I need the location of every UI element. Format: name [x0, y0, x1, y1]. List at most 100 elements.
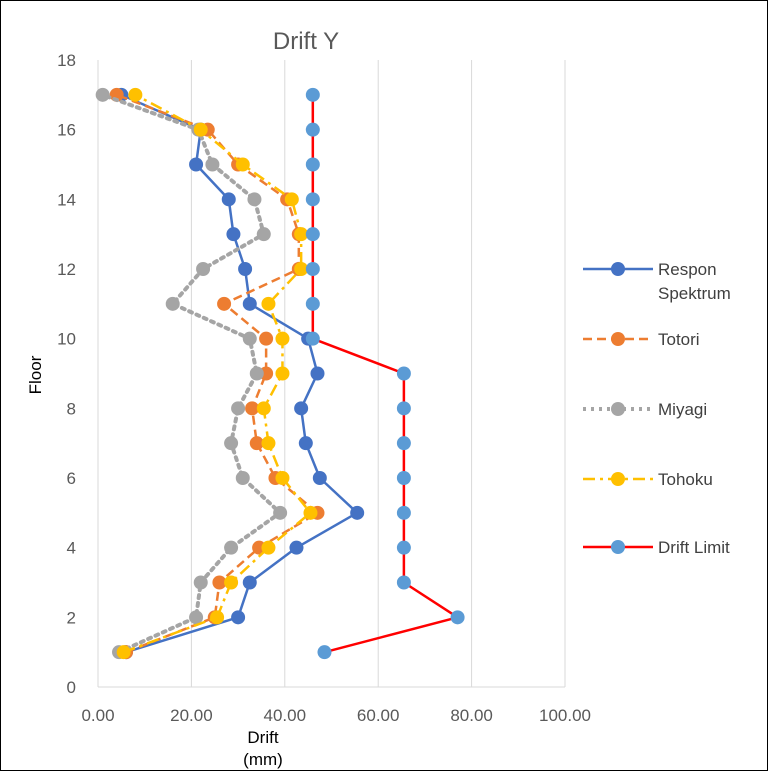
- respon-spektrum-point: [189, 157, 204, 172]
- drift-limit-point: [396, 540, 411, 555]
- drift-limit-point: [317, 645, 332, 660]
- y-tick-label: 2: [67, 608, 76, 627]
- legend-item-respon-spektrum: Respon Spektrum: [583, 260, 731, 303]
- totori-point: [259, 331, 274, 346]
- gridlines: [190, 60, 566, 687]
- y-tick-label: 16: [57, 121, 76, 140]
- tohoku-point: [193, 122, 208, 137]
- drift-limit-point: [450, 610, 465, 625]
- tohoku-line: [123, 93, 312, 654]
- y-tick-label: 4: [67, 539, 76, 558]
- miyagi-point: [231, 401, 246, 416]
- drift-limit-point: [305, 157, 320, 172]
- tohoku-point: [256, 401, 271, 416]
- tohoku-point: [116, 645, 131, 660]
- respon-spektrum-point: [231, 610, 246, 625]
- miyagi-point: [224, 540, 239, 555]
- tohoku-point: [235, 157, 250, 172]
- respon-spektrum-point: [294, 401, 309, 416]
- drift-limit-point: [396, 471, 411, 485]
- drift-limit-point: [305, 262, 320, 276]
- chart-title: Drift Y: [273, 28, 339, 55]
- legend-label-totori: Totori: [658, 330, 700, 349]
- drift-limit-point: [305, 192, 320, 207]
- tohoku-point: [303, 505, 318, 520]
- legend-label-respon-spektrum: Respon Spektrum: [658, 260, 731, 303]
- x-tick-label: 60.00: [357, 706, 400, 725]
- miyagi-point: [247, 192, 262, 207]
- legend-item-drift-limit: Drift Limit: [583, 538, 730, 557]
- totori-point: [217, 296, 232, 311]
- x-axis-unit: (mm): [243, 750, 283, 769]
- miyagi-point: [165, 296, 180, 311]
- miyagi-point: [193, 575, 208, 590]
- tohoku-point: [261, 436, 276, 451]
- x-tick-label: 100.00: [539, 706, 591, 725]
- series-layer: [95, 87, 465, 660]
- drift-limit-point: [396, 505, 411, 520]
- tohoku-point: [261, 540, 276, 555]
- tohoku-point: [224, 575, 239, 590]
- respon-spektrum-point: [310, 366, 325, 381]
- miyagi-point: [196, 262, 211, 276]
- drift-limit-point: [396, 436, 411, 451]
- respon-spektrum-point: [298, 436, 313, 451]
- tohoku-point: [261, 296, 276, 311]
- legend-label-tohoku: Tohoku: [658, 470, 713, 489]
- x-tick-label: 0.00: [81, 706, 114, 725]
- tohoku-point: [128, 87, 143, 102]
- labels: Drift Y Drift (mm) Floor: [26, 28, 339, 769]
- totori-point: [212, 575, 227, 590]
- drift-limit-point: [305, 296, 320, 311]
- y-tick-label: 18: [57, 51, 76, 70]
- legend-marker-tohoku: [611, 472, 625, 486]
- miyagi-point: [95, 87, 110, 102]
- legend-marker-miyagi: [611, 402, 625, 416]
- y-axis-label: Floor: [26, 355, 45, 394]
- respon-spektrum-point: [242, 296, 257, 311]
- y-tick-label: 10: [57, 330, 76, 349]
- respon-spektrum-point: [242, 575, 257, 590]
- respon-spektrum-point: [350, 505, 365, 520]
- drift-limit-point: [305, 227, 320, 242]
- miyagi-point: [189, 610, 204, 625]
- tohoku-point: [275, 471, 290, 485]
- tohoku-point: [275, 366, 290, 381]
- y-tick-label: 6: [67, 469, 76, 488]
- drift-limit-point: [305, 331, 320, 346]
- miyagi-point: [224, 436, 239, 451]
- tohoku-point: [284, 192, 299, 207]
- miyagi-point: [235, 471, 250, 485]
- totori-point: [245, 401, 260, 416]
- tohoku-point: [275, 331, 290, 346]
- legend-item-tohoku: Tohoku: [583, 470, 713, 489]
- tohoku-point: [294, 227, 309, 242]
- drift-limit-point: [396, 575, 411, 590]
- totori-point: [249, 436, 264, 451]
- miyagi-point: [205, 157, 220, 172]
- miyagi-point: [242, 331, 257, 346]
- y-tick-label: 8: [67, 399, 76, 418]
- x-tick-label: 80.00: [450, 706, 493, 725]
- drift-limit-point: [305, 87, 320, 102]
- tohoku-point: [294, 262, 309, 276]
- legend-marker-totori: [611, 332, 625, 346]
- legend-marker-respon-spektrum: [611, 262, 625, 276]
- drift-limit-line: [311, 94, 459, 654]
- x-tick-label: 20.00: [170, 706, 213, 725]
- legend-item-miyagi: Miyagi: [583, 400, 707, 419]
- drift-limit-point: [396, 366, 411, 381]
- y-tick-label: 0: [67, 678, 76, 697]
- legend-item-totori: Totori: [583, 330, 700, 349]
- miyagi-point: [256, 227, 271, 242]
- y-tick-label: 14: [57, 190, 76, 209]
- x-tick-label: 40.00: [264, 706, 307, 725]
- legend-label-miyagi: Miyagi: [658, 400, 707, 419]
- respon-spektrum-point: [221, 192, 236, 207]
- axes: 0.00 20.00 40.00 60.00 80.00 100.00 0 2 4 6 8 10 12 1…: [57, 51, 591, 725]
- miyagi-point: [273, 505, 288, 520]
- tohoku-point: [210, 610, 225, 625]
- legend-label-drift-limit: Drift Limit: [658, 538, 730, 557]
- x-axis-label: Drift: [247, 728, 278, 747]
